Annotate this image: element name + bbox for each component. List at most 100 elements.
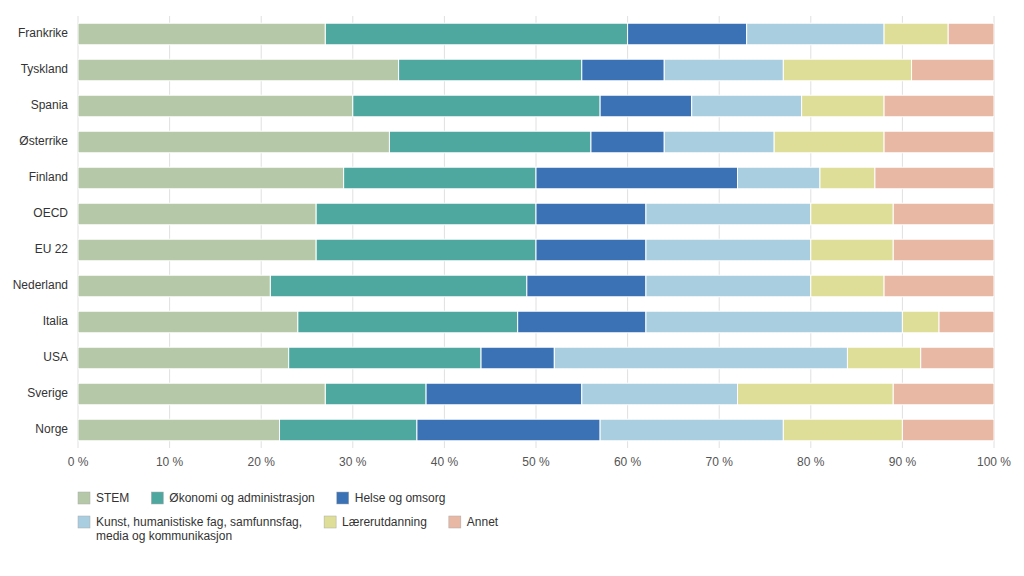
bar-segment	[270, 275, 526, 297]
bar-segment	[481, 347, 554, 369]
bar-segment	[78, 275, 270, 297]
x-tick-label: 100 %	[977, 455, 1011, 469]
bar-segment	[948, 23, 994, 45]
bar-segment	[316, 203, 536, 225]
bar-segment	[820, 167, 875, 189]
bar-segment	[78, 23, 325, 45]
y-tick-label: Nederland	[13, 278, 68, 292]
legend-item: Kunst, humanistiske fag, samfunnsfag,med…	[78, 515, 302, 543]
y-tick-label: Frankrike	[18, 26, 68, 40]
bar-segment	[353, 95, 600, 117]
bar-segment	[325, 383, 426, 405]
legend-swatch	[78, 516, 90, 528]
chart: 0 %10 %20 %30 %40 %50 %60 %70 %80 %90 %1…	[0, 0, 1024, 576]
legend-item: Økonomi og administrasjon	[151, 491, 314, 505]
bar-segment	[417, 419, 600, 441]
bar-segment	[78, 203, 316, 225]
bar-segment	[78, 131, 389, 153]
bar-segment	[316, 239, 536, 261]
y-tick-label: Sverige	[27, 386, 68, 400]
legend-item: Helse og omsorg	[337, 491, 446, 505]
bar-segment	[78, 167, 344, 189]
bar-segment	[692, 95, 802, 117]
bar-segment	[518, 311, 646, 333]
bar-segment	[389, 131, 591, 153]
bar-segment	[298, 311, 518, 333]
bar-segment	[884, 131, 994, 153]
bar-segment	[646, 239, 811, 261]
bar-segment	[902, 311, 939, 333]
bar-segment	[802, 95, 884, 117]
y-tick-label: OECD	[33, 206, 68, 220]
legend-item: STEM	[78, 491, 129, 505]
bar-segment	[902, 419, 994, 441]
legend-item: Annet	[449, 515, 499, 529]
bar-segment	[811, 239, 893, 261]
bar-segment	[783, 59, 911, 81]
bar-segment	[738, 167, 820, 189]
y-tick-label: Italia	[43, 314, 69, 328]
bar-segment	[325, 23, 627, 45]
bar-segment	[426, 383, 582, 405]
bar-segment	[78, 311, 298, 333]
bar-segment	[884, 275, 994, 297]
bar-segment	[344, 167, 536, 189]
bar-segment	[600, 95, 692, 117]
bar-segment	[78, 383, 325, 405]
x-axis: 0 %10 %20 %30 %40 %50 %60 %70 %80 %90 %1…	[68, 455, 1012, 469]
legend-label: Kunst, humanistiske fag, samfunnsfag,med…	[96, 515, 302, 543]
bar-segment	[646, 275, 811, 297]
legend-swatch	[151, 492, 163, 504]
x-tick-label: 70 %	[706, 455, 734, 469]
bar-segment	[554, 347, 847, 369]
legend-swatch	[78, 492, 90, 504]
bar-segment	[78, 419, 280, 441]
grid	[78, 16, 994, 448]
bar-segment	[811, 275, 884, 297]
bar-segment	[893, 203, 994, 225]
bar-segment	[591, 131, 664, 153]
bar-segment	[536, 203, 646, 225]
bar-segment	[280, 419, 417, 441]
bar-segment	[536, 239, 646, 261]
bar-segment	[884, 95, 994, 117]
bar-segment	[783, 419, 902, 441]
bar-segment	[939, 311, 994, 333]
x-tick-label: 40 %	[431, 455, 459, 469]
bar-segment	[912, 59, 994, 81]
y-tick-label: Spania	[31, 98, 69, 112]
bar-segment	[582, 383, 738, 405]
bar-segment	[289, 347, 481, 369]
bar-segment	[646, 203, 811, 225]
bar-segment	[893, 383, 994, 405]
legend-swatch	[449, 516, 461, 528]
bar-segment	[536, 167, 738, 189]
legend: STEM Økonomi og administrasjon Helse og om…	[78, 491, 499, 543]
legend-label: Økonomi og administrasjon	[169, 491, 314, 505]
legend-label: STEM	[96, 491, 129, 505]
bar-segment	[399, 59, 582, 81]
x-tick-label: 90 %	[889, 455, 917, 469]
bar-segment	[921, 347, 994, 369]
bar-segment	[527, 275, 646, 297]
y-tick-label: EU 22	[35, 242, 69, 256]
bar-segment	[582, 59, 664, 81]
x-tick-label: 30 %	[339, 455, 367, 469]
x-tick-label: 60 %	[614, 455, 642, 469]
legend-swatch	[337, 492, 349, 504]
y-tick-label: USA	[43, 350, 68, 364]
y-tick-label: Norge	[35, 422, 68, 436]
bar-segment	[78, 59, 399, 81]
legend-label: Helse og omsorg	[355, 491, 446, 505]
y-tick-label: Tyskland	[21, 62, 68, 76]
bar-segment	[78, 347, 289, 369]
bars	[78, 23, 994, 441]
bar-segment	[747, 23, 884, 45]
legend-item: Lærerutdanning	[324, 515, 427, 529]
bar-segment	[893, 239, 994, 261]
x-tick-label: 0 %	[68, 455, 89, 469]
x-tick-label: 20 %	[248, 455, 276, 469]
bar-segment	[738, 383, 894, 405]
y-tick-label: Østerrike	[19, 134, 68, 148]
legend-label: Annet	[467, 515, 499, 529]
